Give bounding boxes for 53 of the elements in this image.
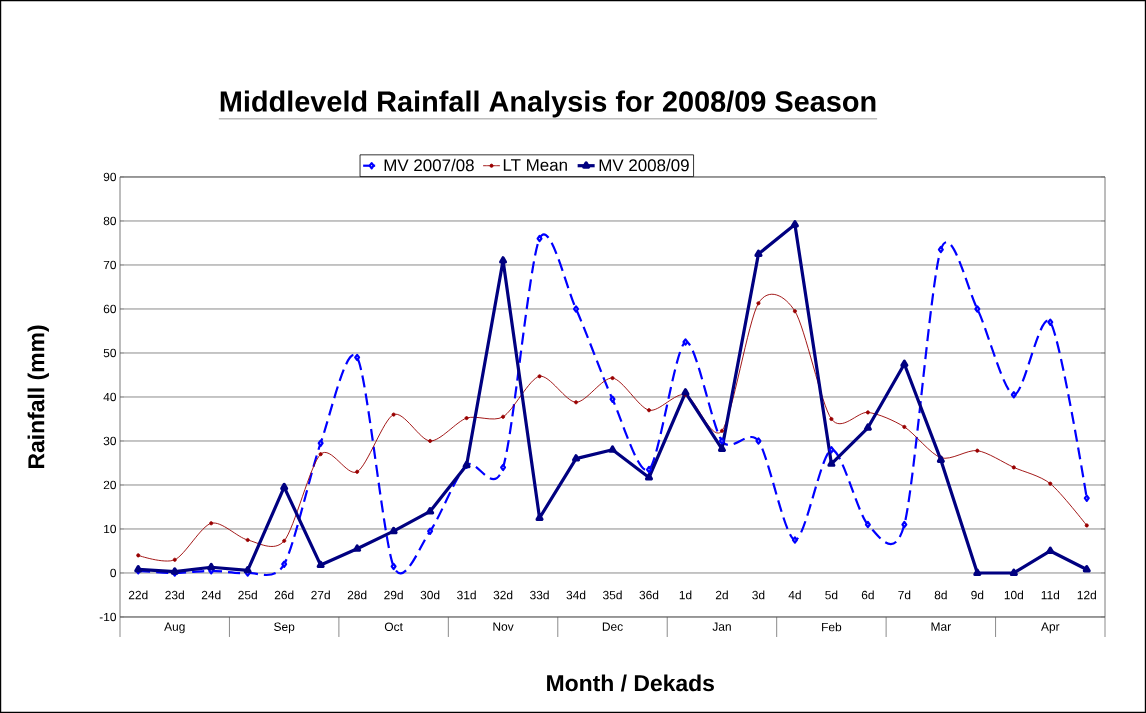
x-tick-label: 7d bbox=[898, 590, 911, 600]
y-axis-title: Rainfall (mm) bbox=[27, 325, 49, 469]
y-tick-label: 90 bbox=[103, 172, 117, 182]
y-tick-label: 40 bbox=[103, 392, 117, 402]
x-tick-label: 23d bbox=[165, 590, 184, 600]
x-axis-title: Month / Dekads bbox=[547, 674, 714, 692]
y-tick-label: -10 bbox=[99, 612, 117, 622]
x-tick-label: 2d bbox=[715, 590, 728, 600]
y-tick-label: 50 bbox=[103, 348, 117, 358]
y-tick-label: 10 bbox=[104, 524, 117, 534]
x-tick-label: 3d bbox=[752, 590, 765, 600]
y-tick-label: 80 bbox=[103, 216, 117, 226]
text: Feb bbox=[822, 622, 842, 632]
text: Aug bbox=[164, 622, 185, 634]
x-tick-label: 29d bbox=[384, 590, 403, 600]
y-tick-label: 60 bbox=[103, 304, 117, 314]
x-tick-label: 36d bbox=[639, 590, 659, 600]
x-tick-label: 11d bbox=[1041, 590, 1060, 600]
x-tick-label: 8d bbox=[934, 590, 947, 600]
text: Jan bbox=[712, 622, 731, 631]
x-tick-label: 31d bbox=[457, 590, 476, 600]
x-tick-label: 24d bbox=[201, 590, 221, 600]
text: Nov bbox=[493, 622, 514, 631]
legend-label: MV 2008/09 bbox=[599, 158, 689, 172]
x-tick-label: 22d bbox=[128, 590, 148, 600]
x-tick-label: 9d bbox=[971, 590, 984, 600]
y-tick-label: 30 bbox=[103, 436, 117, 446]
x-tick-label: 32d bbox=[493, 590, 513, 600]
legend-label: MV 2007/08 bbox=[384, 158, 474, 172]
x-tick-label: 5d bbox=[825, 590, 838, 600]
text: Dec bbox=[602, 622, 623, 631]
x-tick-label: 4d bbox=[788, 590, 801, 600]
x-tick-label: 33d bbox=[530, 590, 549, 600]
x-tick-label: 10d bbox=[1004, 590, 1023, 600]
text: Oct bbox=[384, 622, 403, 631]
y-tick-label: 70 bbox=[103, 260, 117, 270]
text: Sep bbox=[274, 622, 295, 634]
x-tick-label: 27d bbox=[311, 590, 330, 600]
x-tick-label: 30d bbox=[420, 590, 440, 600]
y-tick-label: 0 bbox=[110, 568, 117, 578]
legend-label: LT Mean bbox=[503, 159, 567, 171]
text: Apr bbox=[1041, 622, 1060, 634]
x-tick-label: 6d bbox=[861, 590, 874, 600]
x-tick-label: 12d bbox=[1077, 590, 1096, 600]
x-tick-label: 26d bbox=[274, 590, 294, 600]
text: Mar bbox=[931, 622, 951, 631]
chart-title: Middleveld Rainfall Analysis for 2008/09 Season bbox=[220, 90, 876, 118]
x-tick-label: 25d bbox=[238, 590, 257, 600]
x-tick-label: 35d bbox=[602, 590, 622, 600]
x-tick-label: 28d bbox=[347, 590, 367, 600]
x-tick-label: 34d bbox=[566, 590, 586, 600]
x-tick-label: 1d bbox=[679, 590, 692, 600]
y-tick-label: 20 bbox=[103, 480, 117, 490]
